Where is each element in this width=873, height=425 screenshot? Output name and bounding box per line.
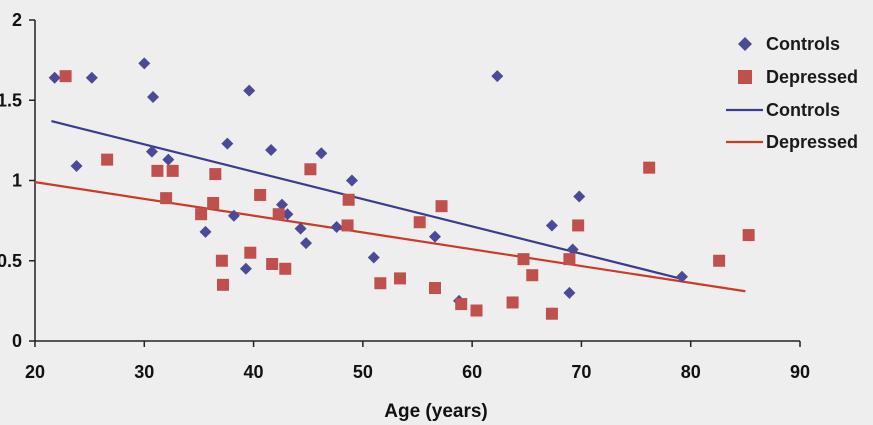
depressed-point [526, 269, 539, 282]
depressed-point [455, 298, 468, 311]
depressed-point [272, 208, 285, 221]
depressed-point [643, 161, 656, 174]
depressed-point [713, 254, 726, 267]
depressed-point [341, 219, 354, 232]
x-tick-label: 50 [353, 362, 373, 382]
x-tick-label: 70 [571, 362, 591, 382]
depressed-point [304, 163, 317, 176]
legend-diamond-icon [738, 37, 752, 51]
depressed-point [470, 304, 483, 317]
legend-square-icon [738, 70, 752, 84]
controls-point [70, 160, 83, 173]
depressed-point [342, 193, 355, 206]
depressed-point [435, 200, 448, 213]
depressed-point [428, 282, 441, 295]
chart-ticks: 20 30 40 50 60 70 80 90 0 0.5 1 1.5 2 [0, 10, 810, 382]
controls-point [48, 71, 61, 84]
controls-point [330, 221, 343, 234]
depressed-point [563, 253, 576, 266]
depressed-point [517, 253, 530, 266]
controls-point [145, 145, 158, 158]
depressed-point [742, 229, 755, 242]
legend-label: Depressed [766, 67, 858, 87]
controls-point [221, 137, 234, 150]
controls-point [199, 225, 212, 238]
depressed-point [279, 262, 292, 275]
depressed-point [209, 168, 222, 181]
depressed-point [254, 188, 267, 201]
controls-point [300, 237, 313, 250]
depressed-point [101, 153, 114, 166]
depressed-point [244, 246, 257, 259]
controls-point [227, 209, 240, 222]
controls-point [275, 198, 288, 211]
depressed-point [394, 272, 407, 285]
controls-point [428, 230, 441, 243]
depressed-point [413, 216, 426, 229]
depressed-trend-line [34, 181, 746, 293]
depressed-point [266, 257, 279, 270]
controls-point [162, 153, 175, 166]
controls-point [294, 222, 307, 235]
depressed-point [59, 70, 72, 83]
trend-lines [34, 120, 746, 293]
depressed-point [151, 164, 164, 177]
controls-point [243, 84, 256, 97]
controls-point [315, 147, 328, 160]
controls-point [239, 262, 252, 275]
x-tick-label: 40 [244, 362, 264, 382]
x-tick-label: 90 [790, 362, 810, 382]
depressed-point [215, 254, 228, 267]
controls-point [545, 219, 558, 232]
x-tick-label: 20 [25, 362, 45, 382]
controls-point [265, 144, 278, 157]
controls-point [138, 57, 151, 70]
legend-label: Controls [766, 100, 840, 120]
legend-label: Controls [766, 34, 840, 54]
depressed-point [207, 196, 220, 209]
legend-label: Depressed [766, 132, 858, 152]
depressed-point [374, 277, 387, 290]
controls-point [345, 174, 358, 187]
legend: Controls Depressed Controls Depressed [726, 34, 858, 152]
controls-point [367, 251, 380, 264]
x-axis-title: Age (years) [384, 401, 488, 422]
controls-point [563, 286, 576, 299]
controls-point [675, 270, 688, 283]
x-tick-label: 60 [462, 362, 482, 382]
data-points [48, 57, 755, 320]
y-tick-label: 0 [12, 331, 22, 351]
chart-axes [34, 20, 800, 342]
depressed-point [572, 219, 585, 232]
depressed-point [545, 307, 558, 320]
depressed-point [195, 208, 208, 221]
y-tick-label: 2 [12, 10, 22, 30]
depressed-point [506, 296, 519, 309]
controls-point [491, 70, 504, 83]
depressed-point [216, 278, 229, 291]
controls-point [566, 243, 579, 256]
controls-point [573, 190, 586, 203]
controls-point [85, 71, 98, 84]
x-tick-label: 30 [134, 362, 154, 382]
y-tick-label: 0.5 [0, 251, 22, 271]
y-tick-label: 1.5 [0, 90, 22, 110]
y-tick-label: 1 [12, 171, 22, 191]
x-tick-label: 80 [681, 362, 701, 382]
depressed-point [160, 192, 173, 205]
depressed-point [166, 164, 179, 177]
controls-point [147, 91, 160, 104]
